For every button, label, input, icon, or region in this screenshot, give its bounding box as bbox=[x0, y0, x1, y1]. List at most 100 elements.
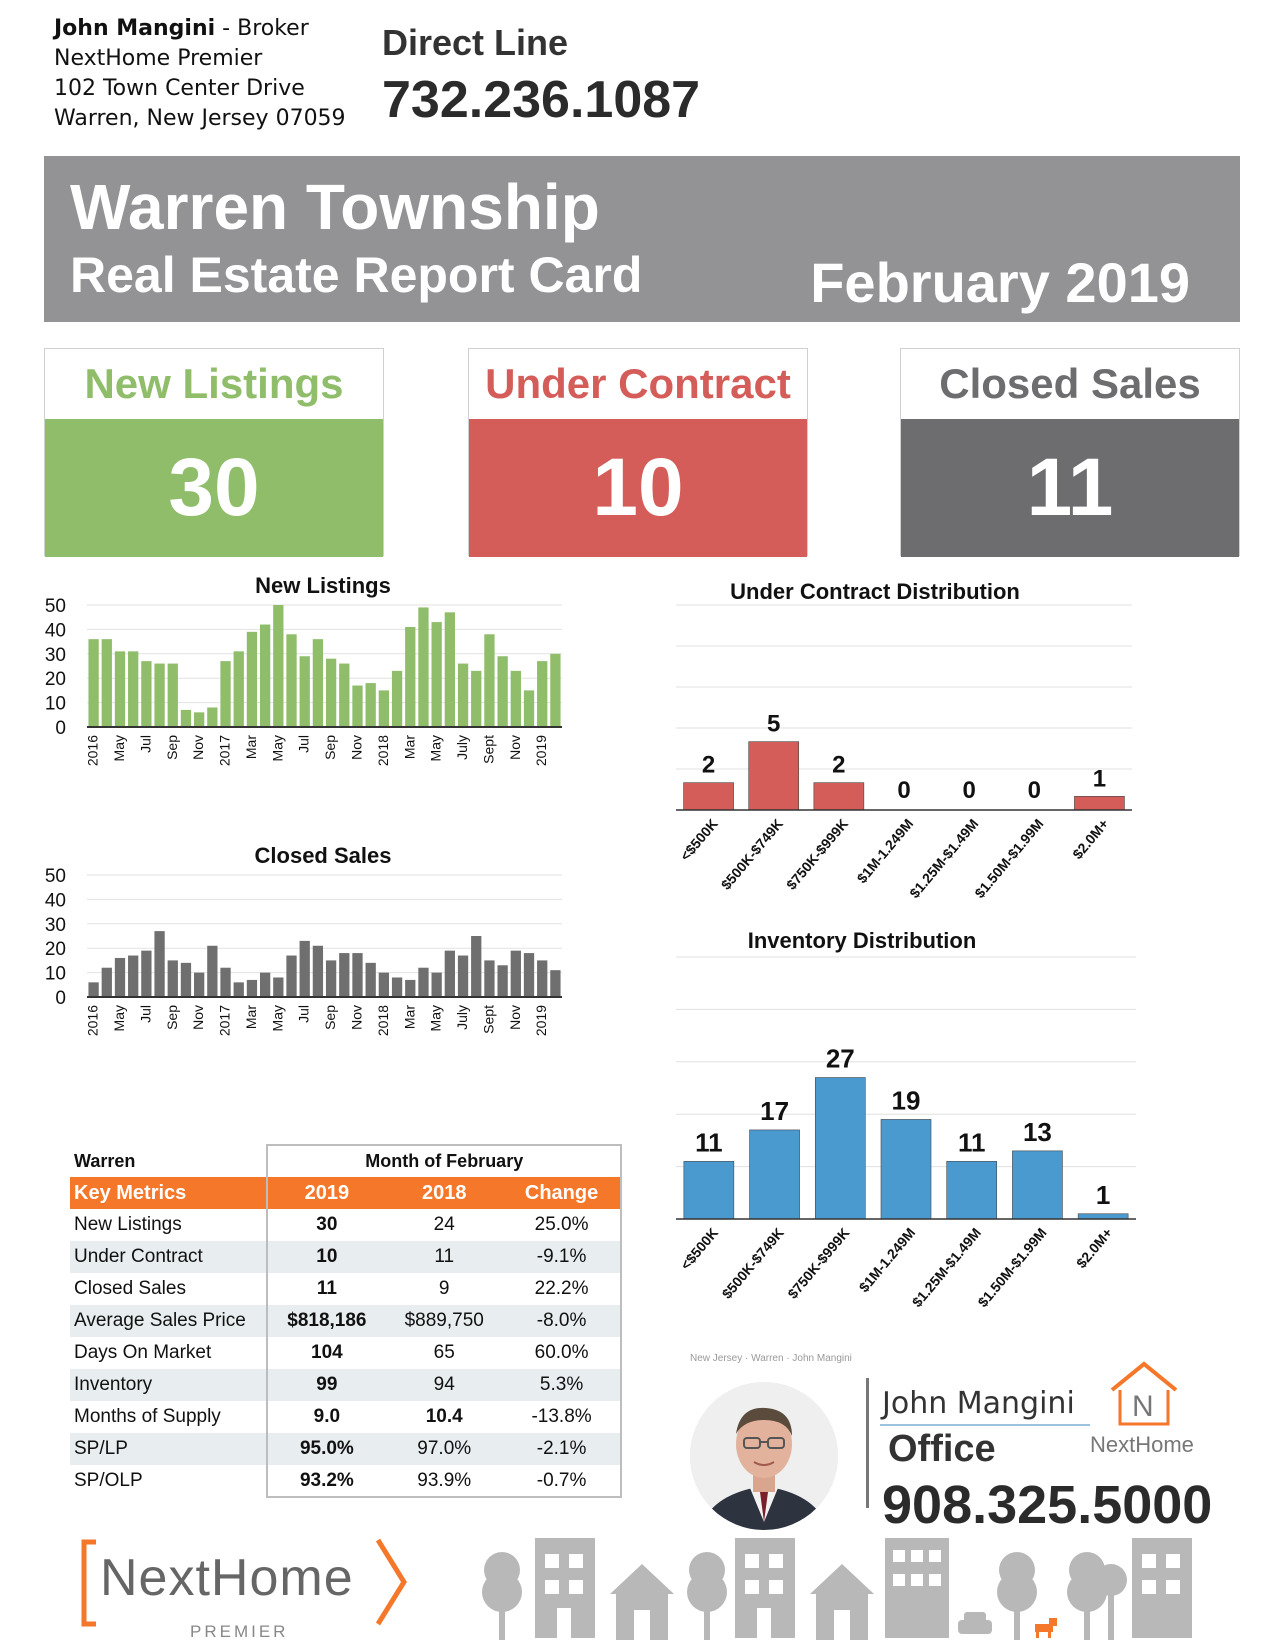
bar bbox=[683, 782, 734, 811]
metric-change: 22.2% bbox=[503, 1273, 622, 1305]
metrics-header-2018: 2018 bbox=[385, 1177, 504, 1209]
broker-company: NextHome Premier bbox=[54, 46, 263, 71]
x-tick-label: Mar bbox=[243, 1005, 259, 1029]
metric-name: Closed Sales bbox=[74, 1278, 186, 1299]
metric-change: -0.7% bbox=[503, 1465, 622, 1498]
building-icon bbox=[885, 1538, 949, 1638]
bar bbox=[167, 663, 178, 727]
svg-text:N: N bbox=[1132, 1390, 1154, 1423]
metric-2018: 65 bbox=[433, 1342, 455, 1363]
metric-change: -2.1% bbox=[503, 1433, 622, 1465]
broker-street: 102 Town Center Drive bbox=[54, 76, 305, 101]
x-tick-label: Jul bbox=[137, 735, 153, 753]
x-tick-label: $500K-$749K bbox=[718, 816, 786, 893]
dog-icon bbox=[1035, 1618, 1057, 1638]
table-row: SP/LP 95.0% 97.0% -2.1% bbox=[70, 1433, 622, 1465]
x-tick-label: Sep bbox=[322, 1005, 338, 1030]
y-tick-label: 30 bbox=[45, 915, 66, 936]
building-icon bbox=[535, 1538, 595, 1638]
agent-brand: NextHome bbox=[1090, 1432, 1194, 1457]
x-tick-label: Sept bbox=[480, 735, 496, 764]
metric-name: SP/LP bbox=[70, 1433, 268, 1465]
bar bbox=[101, 967, 112, 997]
metric-name: SP/OLP bbox=[74, 1470, 143, 1491]
x-tick-label: <$500K bbox=[677, 816, 721, 864]
metric-2018: 11 bbox=[385, 1241, 504, 1273]
bar bbox=[683, 1161, 735, 1220]
metric-change: 5.3% bbox=[503, 1369, 622, 1401]
bar bbox=[537, 661, 548, 727]
agent-photo bbox=[690, 1382, 838, 1530]
x-tick-label: Jul bbox=[296, 1005, 312, 1023]
x-tick-label: May bbox=[111, 1005, 127, 1031]
metric-2019: 93.2% bbox=[266, 1465, 386, 1498]
table-row: Closed Sales 11 9 22.2% bbox=[70, 1273, 622, 1305]
x-tick-label: July bbox=[454, 735, 470, 760]
bar bbox=[405, 979, 416, 997]
x-tick-label: 2019 bbox=[533, 735, 549, 766]
direct-line-phone[interactable]: 732.236.1087 bbox=[382, 71, 701, 129]
nexthome-house-icon: N bbox=[1110, 1361, 1178, 1426]
x-tick-label: Sep bbox=[322, 735, 338, 760]
metrics-period: Month of February bbox=[266, 1144, 622, 1177]
bar bbox=[378, 972, 390, 997]
bar bbox=[339, 953, 350, 997]
agent-divider bbox=[866, 1378, 869, 1508]
name-underline bbox=[880, 1424, 1090, 1426]
metric-2019: 9.0 bbox=[266, 1401, 386, 1433]
tree-icon bbox=[482, 1552, 522, 1640]
y-tick-label: 10 bbox=[45, 964, 66, 985]
y-tick-label: 20 bbox=[45, 939, 66, 960]
bar bbox=[220, 661, 231, 727]
bar bbox=[510, 670, 521, 727]
bar bbox=[325, 658, 337, 727]
metric-name: Months of Supply bbox=[74, 1406, 221, 1427]
table-row: Days On Market 104 65 60.0% bbox=[70, 1337, 622, 1369]
x-tick-label: Nov bbox=[507, 735, 523, 760]
x-tick-label: $1M-1.249M bbox=[856, 1225, 919, 1295]
x-tick-label: May bbox=[269, 1005, 285, 1031]
y-tick-label: 50 bbox=[45, 596, 66, 617]
bar bbox=[101, 639, 112, 727]
bar bbox=[180, 962, 192, 997]
bar bbox=[259, 972, 271, 997]
bar bbox=[457, 955, 469, 997]
bar bbox=[246, 631, 258, 727]
data-label: 1 bbox=[1093, 765, 1106, 792]
report-date: February 2019 bbox=[810, 251, 1190, 314]
metric-2019: 95.0% bbox=[266, 1433, 386, 1465]
bar bbox=[246, 979, 258, 997]
x-tick-label: July bbox=[454, 1005, 470, 1030]
metric-2019: $818,186 bbox=[266, 1305, 386, 1337]
logo-wordmark: NextHome bbox=[100, 1549, 354, 1607]
broker-name: John Mangini bbox=[54, 16, 216, 41]
bar bbox=[154, 663, 165, 727]
x-tick-label: <$500K bbox=[677, 1225, 721, 1273]
agent-office-phone[interactable]: 908.325.5000 bbox=[882, 1475, 1213, 1535]
metric-name: Average Sales Price bbox=[70, 1305, 268, 1337]
bar bbox=[299, 940, 310, 997]
bar bbox=[497, 965, 508, 997]
x-tick-label: Sept bbox=[480, 1005, 496, 1034]
stat-new-listings-value: 30 bbox=[45, 419, 383, 557]
bar bbox=[391, 670, 403, 727]
x-tick-label: 2018 bbox=[375, 1005, 391, 1036]
x-tick-label: Nov bbox=[348, 1005, 364, 1030]
bar bbox=[405, 626, 416, 727]
metric-name: Days On Market bbox=[74, 1342, 212, 1363]
bar bbox=[880, 1119, 932, 1220]
bar bbox=[259, 624, 271, 727]
bar bbox=[312, 639, 324, 727]
bar bbox=[167, 960, 178, 997]
bar bbox=[273, 605, 284, 727]
data-label: 0 bbox=[1028, 777, 1041, 804]
bar bbox=[286, 634, 297, 727]
bar bbox=[233, 982, 244, 997]
bar bbox=[471, 936, 482, 997]
x-tick-label: 2017 bbox=[217, 735, 233, 766]
metric-2018: 97.0% bbox=[385, 1433, 504, 1465]
bar bbox=[431, 972, 442, 997]
x-tick-label: 2017 bbox=[217, 1005, 233, 1036]
logo-premier: PREMIER bbox=[190, 1622, 289, 1641]
x-tick-label: $1.25M-$1.49M bbox=[909, 1225, 984, 1310]
